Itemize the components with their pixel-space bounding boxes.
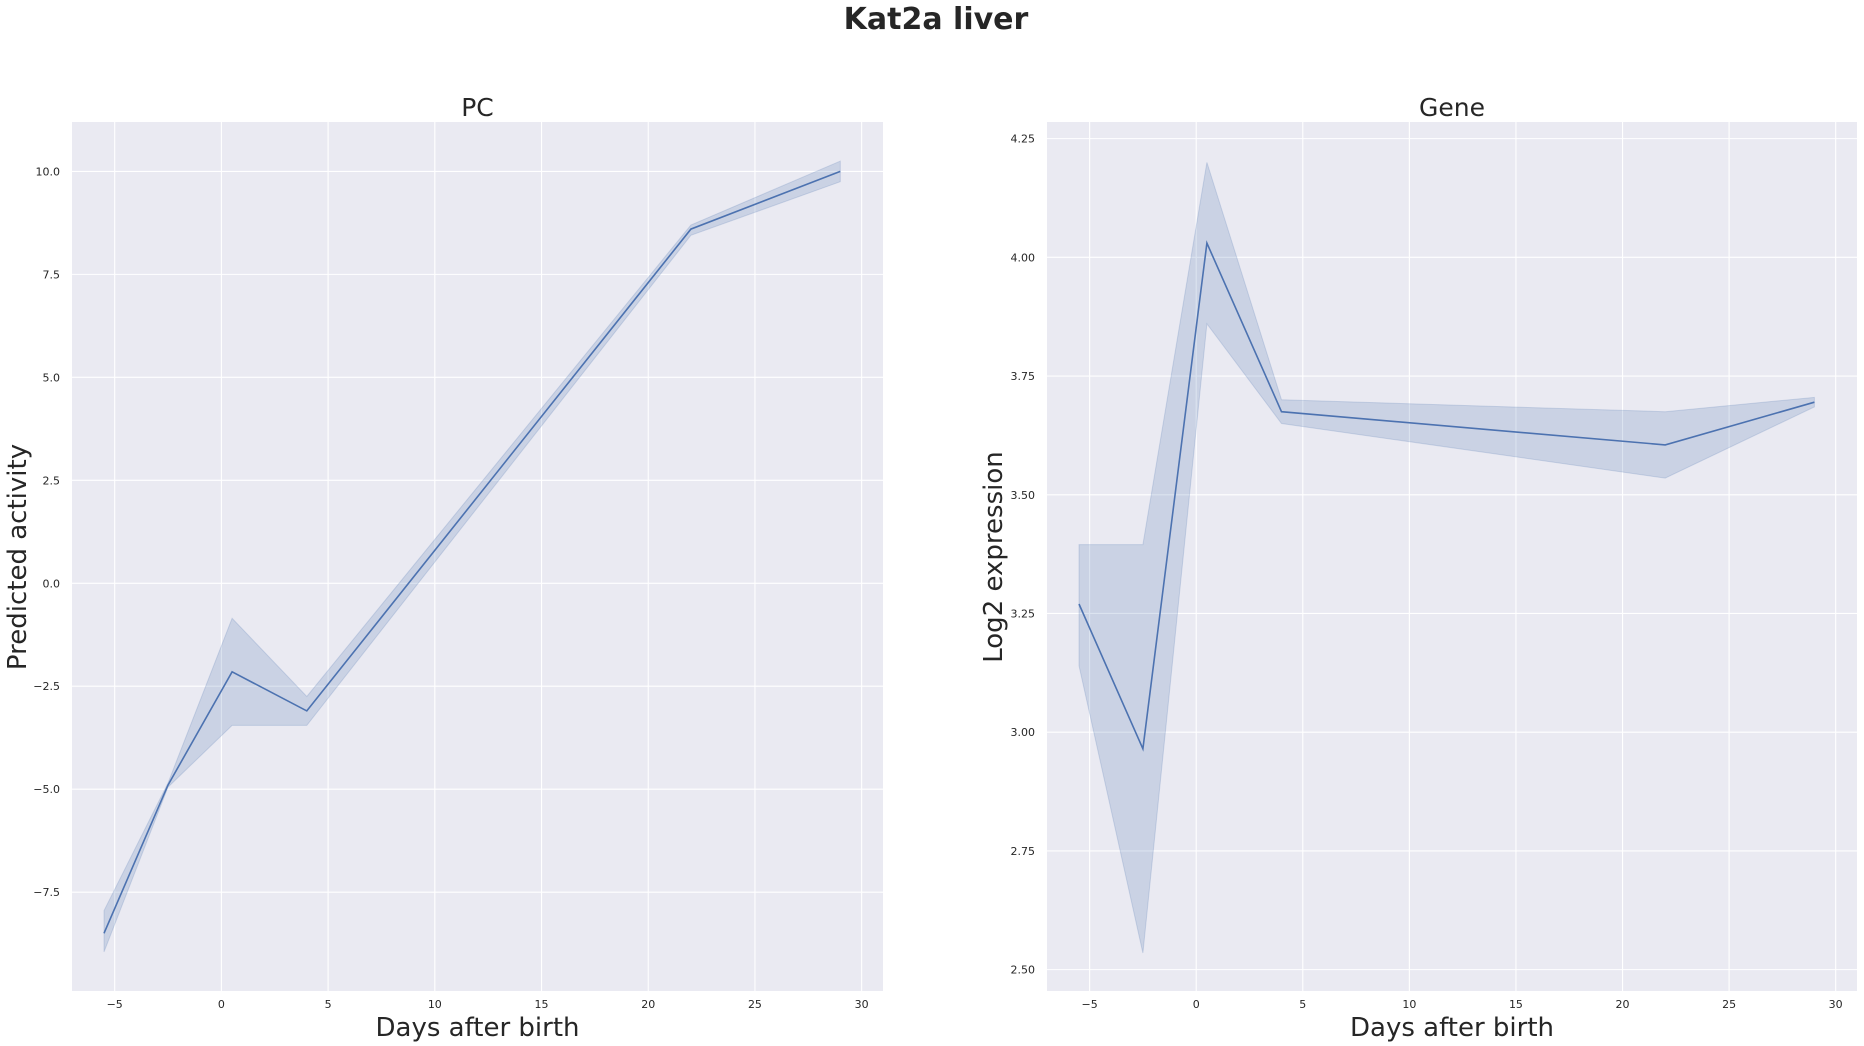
y-tick-label: 2.75 — [1011, 845, 1036, 858]
y-tick-label: 3.50 — [1011, 489, 1036, 502]
y-tick-label: 3.75 — [1011, 370, 1036, 383]
y-tick-label: 4.00 — [1011, 251, 1036, 264]
grid-pc — [72, 122, 883, 991]
x-tick-label: 30 — [855, 998, 869, 1011]
x-tick-label: −5 — [1082, 998, 1098, 1011]
x-tick-label: 25 — [1722, 998, 1736, 1011]
y-tick-label: 5.0 — [43, 371, 61, 384]
y-tick-label: 7.5 — [43, 268, 61, 281]
y-axis-label-pc: Predicted activity — [3, 444, 33, 670]
x-tick-label: 15 — [1509, 998, 1523, 1011]
x-tick-label: 20 — [641, 998, 655, 1011]
series-line-gene — [1078, 240, 1815, 752]
y-tick-label: 4.25 — [1011, 133, 1036, 146]
ci-band-gene — [1078, 162, 1815, 954]
x-ticks-pc: −5 0 5 10 15 20 25 30 — [107, 998, 869, 1011]
x-tick-label: 10 — [1402, 998, 1416, 1011]
y-axis-label-gene: Log2 expression — [979, 451, 1009, 663]
x-tick-label: 25 — [748, 998, 762, 1011]
plot-area-gene — [1047, 122, 1857, 991]
x-tick-label: 0 — [1193, 998, 1200, 1011]
y-tick-label: −5.0 — [33, 783, 60, 796]
y-tick-label: 10.0 — [36, 165, 61, 178]
y-tick-label: −7.5 — [33, 886, 60, 899]
grid-gene — [1047, 122, 1857, 991]
x-ticks-gene: −5 0 5 10 15 20 25 30 — [1082, 998, 1843, 1011]
y-tick-label: 2.50 — [1011, 964, 1036, 977]
x-axis-label-pc: Days after birth — [375, 1013, 579, 1043]
x-tick-label: −5 — [107, 998, 123, 1011]
y-tick-label: 2.5 — [43, 474, 61, 487]
figure-title: Kat2a liver — [844, 2, 1029, 37]
y-tick-label: 3.00 — [1011, 726, 1036, 739]
panel-title-gene: Gene — [1419, 93, 1485, 122]
x-tick-label: 10 — [428, 998, 442, 1011]
y-tick-label: 3.25 — [1011, 607, 1036, 620]
x-tick-label: 5 — [1299, 998, 1306, 1011]
x-tick-label: 20 — [1616, 998, 1630, 1011]
panel-gene: −5 0 5 10 15 20 25 30 2.50 2.75 3.00 3.25 3.50 3.75 4… — [979, 93, 1857, 1043]
y-ticks-gene: 2.50 2.75 3.00 3.25 3.50 3.75 4.00 4.25 — [1011, 133, 1036, 977]
y-tick-label: 0.0 — [43, 577, 61, 590]
x-tick-label: 5 — [325, 998, 332, 1011]
series-line-pc — [103, 170, 841, 934]
panel-pc: −5 0 5 10 15 20 25 30 −7.5 −5.0 −2.5 0.0 2.5 5.0 7.5 1… — [3, 93, 883, 1043]
plot-area-pc — [72, 122, 883, 991]
x-tick-label: 0 — [218, 998, 225, 1011]
y-ticks-pc: −7.5 −5.0 −2.5 0.0 2.5 5.0 7.5 10.0 — [33, 165, 60, 899]
x-axis-label-gene: Days after birth — [1350, 1013, 1554, 1043]
x-tick-label: 30 — [1829, 998, 1843, 1011]
x-tick-label: 15 — [535, 998, 549, 1011]
panel-title-pc: PC — [461, 93, 494, 122]
y-tick-label: −2.5 — [33, 680, 60, 693]
